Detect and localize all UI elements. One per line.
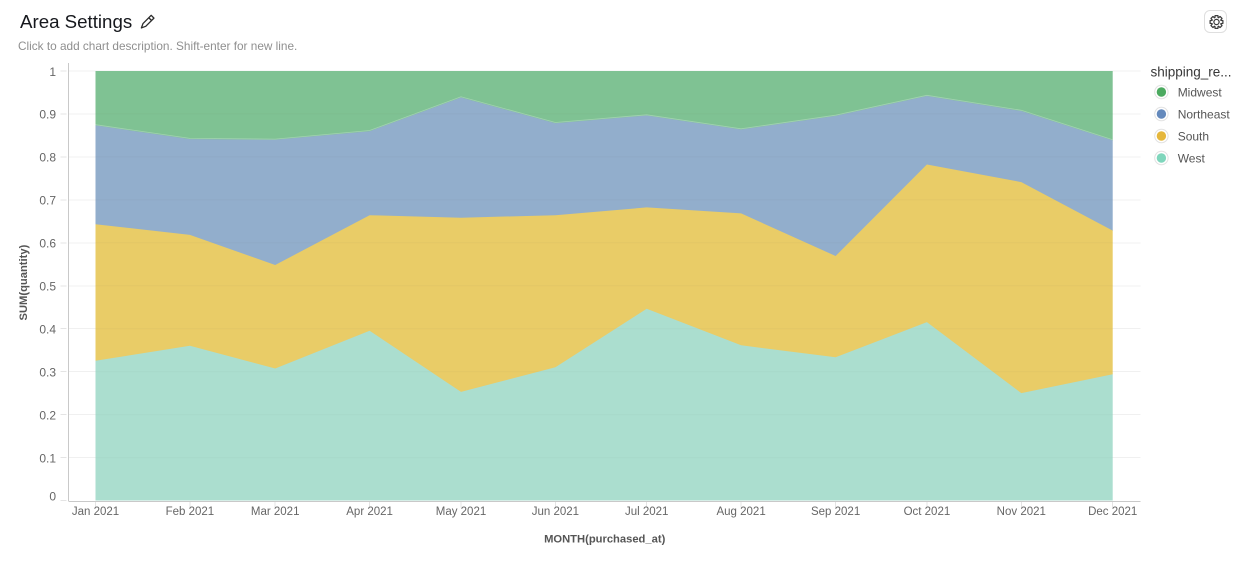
svg-text:SUM(quantity): SUM(quantity) bbox=[18, 244, 30, 320]
svg-text:Aug 2021: Aug 2021 bbox=[716, 506, 765, 518]
svg-text:Oct 2021: Oct 2021 bbox=[904, 506, 951, 518]
svg-text:0.8: 0.8 bbox=[39, 151, 56, 165]
svg-text:0.6: 0.6 bbox=[39, 237, 56, 251]
svg-text:0.1: 0.1 bbox=[39, 451, 56, 465]
svg-text:Sep 2021: Sep 2021 bbox=[811, 506, 860, 518]
svg-text:1: 1 bbox=[49, 65, 56, 79]
svg-text:Feb 2021: Feb 2021 bbox=[166, 506, 215, 518]
svg-text:0.3: 0.3 bbox=[39, 365, 56, 379]
svg-text:May 2021: May 2021 bbox=[436, 506, 487, 518]
svg-text:0.2: 0.2 bbox=[39, 408, 56, 422]
svg-text:Mar 2021: Mar 2021 bbox=[251, 506, 300, 518]
svg-text:0.7: 0.7 bbox=[39, 194, 56, 208]
svg-text:shipping_re...: shipping_re... bbox=[1151, 65, 1232, 80]
svg-text:Dec 2021: Dec 2021 bbox=[1088, 506, 1137, 518]
svg-text:MONTH(purchased_at): MONTH(purchased_at) bbox=[544, 533, 665, 545]
svg-text:Nov 2021: Nov 2021 bbox=[997, 506, 1046, 518]
svg-text:0.9: 0.9 bbox=[39, 108, 56, 122]
svg-text:0: 0 bbox=[49, 489, 56, 503]
svg-text:Apr 2021: Apr 2021 bbox=[346, 506, 393, 518]
svg-text:Jan 2021: Jan 2021 bbox=[72, 506, 119, 518]
svg-text:Jun 2021: Jun 2021 bbox=[532, 506, 579, 518]
svg-text:West: West bbox=[1178, 151, 1206, 165]
svg-text:Midwest: Midwest bbox=[1178, 85, 1223, 99]
svg-text:Jul 2021: Jul 2021 bbox=[625, 506, 668, 518]
svg-text:0.4: 0.4 bbox=[39, 323, 56, 337]
svg-text:South: South bbox=[1178, 129, 1209, 143]
svg-text:0.5: 0.5 bbox=[39, 280, 56, 294]
svg-text:Northeast: Northeast bbox=[1178, 107, 1231, 121]
